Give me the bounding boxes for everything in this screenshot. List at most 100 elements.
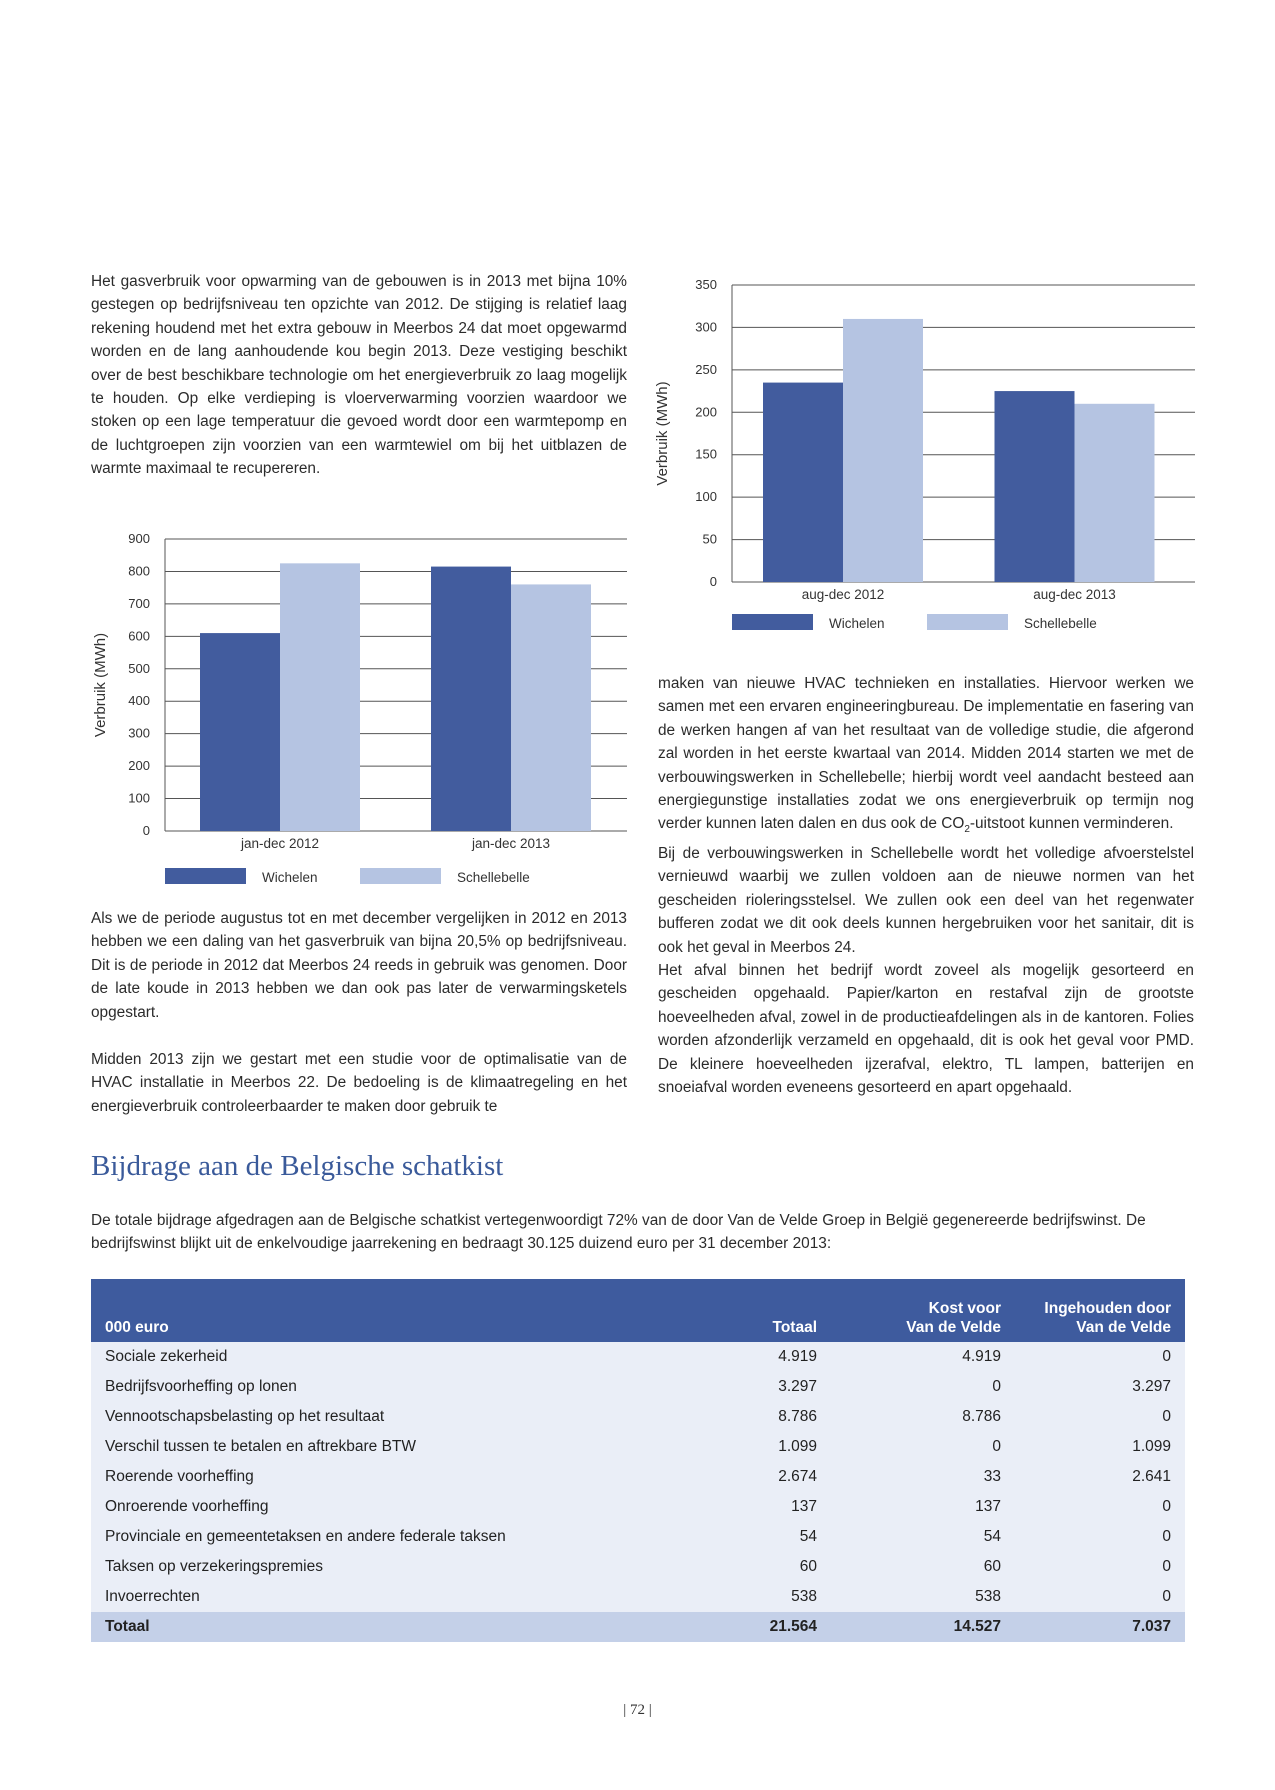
y-tick-label: 250 <box>695 362 717 377</box>
table-row: Verschil tussen te betalen en aftrekbare… <box>91 1432 1185 1462</box>
cell-cost: 0 <box>831 1372 1015 1402</box>
table-row: Roerende voorheffing 2.674 33 2.641 <box>91 1462 1185 1492</box>
cell-withheld: 1.099 <box>1015 1432 1185 1462</box>
y-tick-label: 300 <box>695 319 717 334</box>
cell-withheld: 2.641 <box>1015 1462 1185 1492</box>
chart-aug-dec-svg: 0 50 100 150 200 250 300 350 Verbruik (MWh) aug-d… <box>654 277 1195 631</box>
table-row: Bedrijfsvoorheffing op lonen 3.297 0 3.297 <box>91 1372 1185 1402</box>
cell-total: 3.297 <box>651 1372 831 1402</box>
cell-label: Roerende voorheffing <box>91 1462 651 1492</box>
y-tick-label: 100 <box>128 791 150 806</box>
cell-cost: 54 <box>831 1522 1015 1552</box>
y-tick-label: 350 <box>695 277 717 292</box>
bar-schellebelle-1 <box>1074 403 1155 582</box>
header-total: Totaal <box>651 1279 831 1342</box>
cell-cost: 8.786 <box>831 1402 1015 1432</box>
legend-label-wichelen: Wichelen <box>829 616 885 631</box>
cell-withheld: 0 <box>1015 1552 1185 1582</box>
cell-total: 60 <box>651 1552 831 1582</box>
cell-cost: 4.919 <box>831 1342 1015 1372</box>
legend-swatch-schellebelle <box>360 868 441 884</box>
cell-total: 4.919 <box>651 1342 831 1372</box>
cell-withheld: 0 <box>1015 1402 1185 1432</box>
paragraph-hvac-implementation: maken van nieuwe HVAC technieken en inst… <box>658 675 1194 836</box>
bar-schellebelle-0 <box>843 318 923 582</box>
header-withheld: Ingehouden door Van de Velde <box>1015 1279 1185 1342</box>
cell-label: Verschil tussen te betalen en aftrekbare… <box>91 1432 651 1462</box>
x-tick-label: jan-dec 2013 <box>471 836 550 851</box>
bar-wichelen-0 <box>763 382 843 582</box>
cell-label: Invoerrechten <box>91 1582 651 1612</box>
cell-total: 538 <box>651 1582 831 1612</box>
table-row: Taksen op verzekeringspremies 60 60 0 <box>91 1552 1185 1582</box>
right-column-text: maken van nieuwe HVAC technieken en inst… <box>658 672 1194 1099</box>
y-tick-label: 100 <box>695 489 717 504</box>
y-tick-label: 800 <box>128 563 150 578</box>
x-tick-label: aug-dec 2012 <box>802 587 885 602</box>
cell-total: 54 <box>651 1522 831 1552</box>
y-tick-label: 700 <box>128 596 150 611</box>
y-tick-label: 900 <box>128 531 150 546</box>
chart-aug-dec: 0 50 100 150 200 250 300 350 Verbruik (MWh) aug-d… <box>640 265 1200 645</box>
cell-total: 21.564 <box>651 1612 831 1642</box>
y-tick-label: 300 <box>128 726 150 741</box>
cell-label: Totaal <box>91 1612 651 1642</box>
table-total-row: Totaal 21.564 14.527 7.037 <box>91 1612 1185 1642</box>
cell-label: Taksen op verzekeringspremies <box>91 1552 651 1582</box>
cell-cost: 60 <box>831 1552 1015 1582</box>
cell-cost: 137 <box>831 1492 1015 1522</box>
cell-label: Vennootschapsbelasting op het resultaat <box>91 1402 651 1432</box>
cell-label: Sociale zekerheid <box>91 1342 651 1372</box>
legend-label-schellebelle: Schellebelle <box>457 870 530 885</box>
paragraph-waste: Het afval binnen het bedrijf wordt zovee… <box>658 961 1194 1096</box>
section-title: Bijdrage aan de Belgische schatkist <box>91 1150 504 1182</box>
chart-jan-dec: 0 100 200 300 400 500 600 700 800 900 Verbruik (MW… <box>0 515 640 890</box>
y-tick-label: 150 <box>695 447 717 462</box>
x-tick-label: aug-dec 2013 <box>1033 587 1116 602</box>
legend-label-wichelen: Wichelen <box>262 870 318 885</box>
table-row: Sociale zekerheid 4.919 4.919 0 <box>91 1342 1185 1372</box>
y-tick-label: 0 <box>710 574 717 589</box>
cell-cost: 538 <box>831 1582 1015 1612</box>
y-tick-label: 200 <box>128 758 150 773</box>
y-tick-label: 600 <box>128 628 150 643</box>
cell-withheld: 3.297 <box>1015 1372 1185 1402</box>
y-tick-label: 200 <box>695 404 717 419</box>
cell-withheld: 7.037 <box>1015 1612 1185 1642</box>
cell-total: 8.786 <box>651 1402 831 1432</box>
cell-withheld: 0 <box>1015 1492 1185 1522</box>
table-row: Onroerende voorheffing 137 137 0 <box>91 1492 1185 1522</box>
treasury-contribution-table: 000 euro Totaal Kost voor Van de Velde In… <box>91 1279 1185 1642</box>
page-number: | 72 | <box>623 1702 652 1718</box>
cell-cost: 0 <box>831 1432 1015 1462</box>
cell-total: 1.099 <box>651 1432 831 1462</box>
table-header-row: 000 euro Totaal Kost voor Van de Velde In… <box>91 1279 1185 1342</box>
cell-cost: 33 <box>831 1462 1015 1492</box>
cell-total: 137 <box>651 1492 831 1522</box>
bar-wichelen-1 <box>431 566 511 831</box>
legend-swatch-wichelen <box>165 868 246 884</box>
cell-total: 2.674 <box>651 1462 831 1492</box>
paragraph-hvac-study: Midden 2013 zijn we gestart met een stud… <box>91 1051 627 1115</box>
cell-withheld: 0 <box>1015 1522 1185 1552</box>
cell-withheld: 0 <box>1015 1582 1185 1612</box>
bar-wichelen-1 <box>994 391 1075 582</box>
cell-cost: 14.527 <box>831 1612 1015 1642</box>
legend-swatch-wichelen <box>732 614 813 630</box>
table-row: Provinciale en gemeentetaksen en andere … <box>91 1522 1185 1552</box>
legend-label-schellebelle: Schellebelle <box>1024 616 1097 631</box>
paragraph-aug-dec-comparison: Als we de periode augustus tot en met de… <box>91 910 627 1021</box>
y-tick-label: 50 <box>703 532 717 547</box>
table-row: Invoerrechten 538 538 0 <box>91 1582 1185 1612</box>
table-row: Vennootschapsbelasting op het resultaat 8… <box>91 1402 1185 1432</box>
cell-label: Onroerende voorheffing <box>91 1492 651 1522</box>
x-tick-label: jan-dec 2012 <box>240 836 319 851</box>
chart-jan-dec-svg: 0 100 200 300 400 500 600 700 800 900 Verbruik (MW… <box>92 531 627 885</box>
paragraph-drainage: Bij de verbouwingswerken in Schellebelle… <box>658 844 1194 956</box>
legend-swatch-schellebelle <box>927 614 1008 630</box>
section-intro: De totale bijdrage afgedragen aan de Bel… <box>91 1212 1146 1253</box>
header-cost: Kost voor Van de Velde <box>831 1279 1015 1342</box>
bar-schellebelle-0 <box>280 563 360 831</box>
y-tick-label: 0 <box>143 823 150 838</box>
y-axis-label: Verbruik (MWh) <box>92 633 109 737</box>
